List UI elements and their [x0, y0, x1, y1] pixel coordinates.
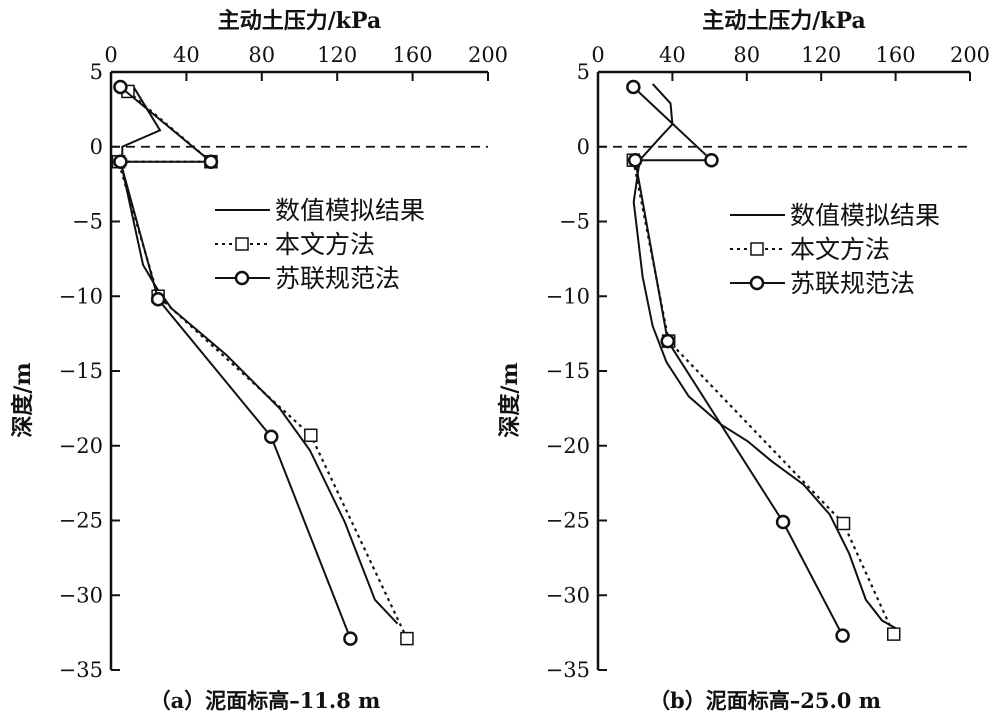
x-tick-label: 120 — [317, 43, 357, 67]
x-tick-label: 80 — [733, 43, 760, 67]
y-tick-label: −25 — [59, 509, 103, 533]
legend-marker-circle — [749, 275, 765, 291]
y-tick-label: −20 — [59, 434, 103, 458]
x-tick-label: 160 — [876, 43, 916, 67]
legend-marker-circle — [234, 270, 250, 286]
data-point-square — [886, 627, 901, 641]
y-tick-label: −20 — [546, 434, 590, 458]
data-point-circle — [660, 333, 675, 349]
y-tick-label: −30 — [59, 583, 103, 607]
chart-caption: （a）泥面标高–11.8 m — [150, 688, 381, 713]
legend-label-0: 数值模拟结果 — [275, 196, 425, 225]
x-axis-title: 主动土压力/kPa — [218, 8, 382, 34]
legend-label-1: 本文方法 — [275, 230, 375, 259]
series-line-2 — [119, 86, 352, 639]
legend-label-1: 本文方法 — [790, 235, 890, 264]
data-point-circle — [203, 154, 219, 169]
x-tick-label: 80 — [248, 43, 275, 67]
x-tick-label: 200 — [468, 43, 508, 67]
y-tick-label: 0 — [577, 135, 590, 159]
y-tick-label: −35 — [59, 658, 103, 682]
data-point-circle — [113, 154, 128, 169]
data-point-circle — [626, 79, 641, 95]
legend-marker-square — [750, 242, 764, 256]
series-line-2 — [632, 86, 844, 637]
y-tick-label: −25 — [546, 509, 590, 533]
data-point-square — [304, 428, 318, 443]
data-point-circle — [704, 152, 719, 168]
y-axis-title: 深度/m — [10, 362, 36, 437]
data-point-square — [836, 516, 851, 531]
legend-label-2: 苏联规范法 — [275, 264, 400, 293]
x-axis-title: 主动土压力/kPa — [702, 8, 866, 34]
x-tick-label: 200 — [950, 43, 990, 67]
x-tick-label: 160 — [393, 43, 433, 67]
x-tick-label: 120 — [801, 43, 841, 67]
legend-label-2: 苏联规范法 — [790, 269, 915, 298]
data-point-circle — [627, 152, 643, 168]
x-tick-label: 0 — [591, 43, 604, 67]
data-point-circle — [343, 631, 358, 646]
x-tick-label: 40 — [659, 43, 686, 67]
series-line-1 — [632, 159, 895, 635]
series-line-0 — [121, 84, 399, 625]
x-tick-label: 0 — [104, 43, 117, 67]
y-tick-label: 5 — [90, 60, 103, 84]
legend-label-0: 数值模拟结果 — [790, 201, 940, 230]
y-tick-label: −15 — [59, 359, 103, 383]
y-axis-title: 深度/m — [497, 362, 523, 437]
y-tick-label: −15 — [546, 359, 590, 383]
data-point-circle — [150, 291, 166, 307]
data-point-circle — [263, 429, 279, 445]
series-line-0 — [632, 83, 897, 630]
legend-marker-square — [235, 237, 249, 251]
x-tick-label: 40 — [173, 43, 200, 67]
data-point-circle — [113, 79, 128, 95]
y-tick-label: 5 — [577, 60, 590, 84]
data-point-square — [400, 631, 414, 646]
y-tick-label: −30 — [546, 583, 590, 607]
y-tick-label: −5 — [72, 210, 103, 234]
y-tick-label: −10 — [546, 284, 590, 308]
chart-caption: （b）泥面标高–25.0 m — [649, 688, 881, 713]
y-tick-label: −35 — [546, 658, 590, 682]
data-point-circle — [835, 628, 850, 643]
data-point-circle — [775, 514, 791, 530]
y-tick-label: 0 — [90, 135, 103, 159]
series-line-1 — [117, 90, 408, 640]
y-tick-label: −10 — [59, 284, 103, 308]
y-tick-label: −5 — [559, 210, 590, 234]
